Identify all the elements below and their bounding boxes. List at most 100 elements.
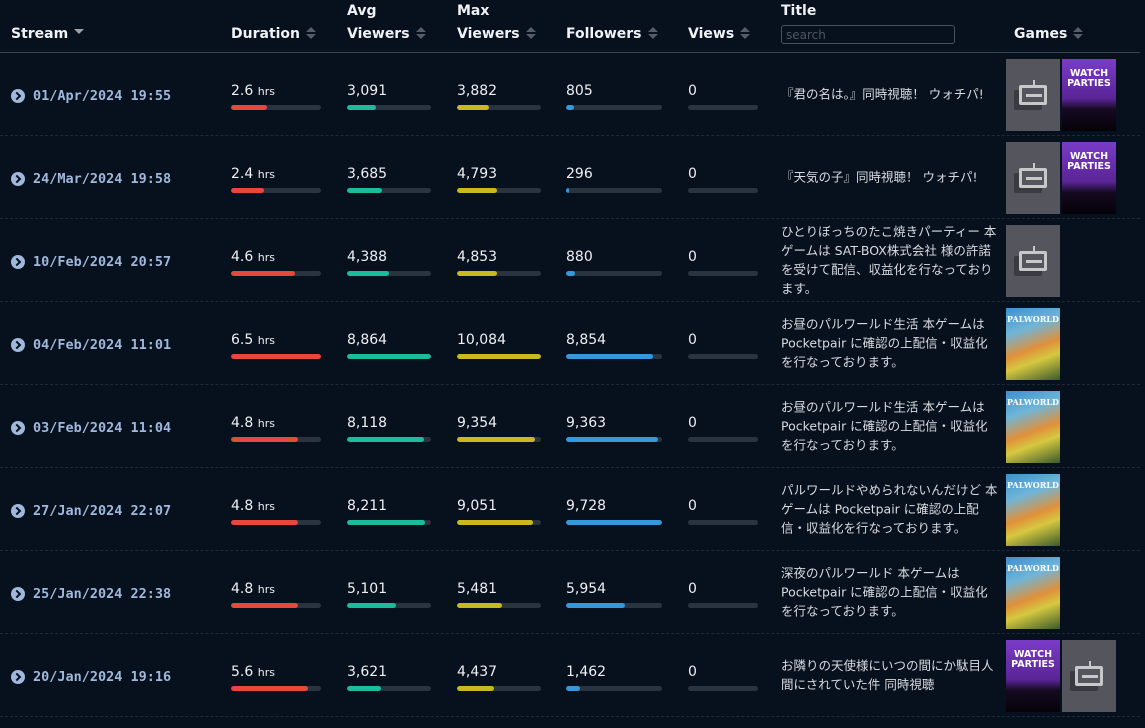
stream-link[interactable]: 20/Jan/2024 19:16 bbox=[11, 669, 171, 685]
views-cell: 0 bbox=[688, 498, 758, 525]
header-avg-viewers[interactable]: Avg Viewers bbox=[347, 0, 426, 46]
avg-bar bbox=[347, 105, 431, 110]
followers-bar-fill bbox=[566, 188, 569, 193]
followers-value: 5,954 bbox=[566, 581, 607, 597]
header-views[interactable]: Views bbox=[688, 23, 751, 46]
views-bar bbox=[688, 437, 758, 442]
stream-link[interactable]: 03/Feb/2024 11:04 bbox=[11, 420, 171, 436]
expand-chevron-icon[interactable] bbox=[11, 338, 25, 352]
max-value: 9,051 bbox=[457, 498, 498, 514]
duration-bar bbox=[231, 271, 321, 276]
duration-unit: hrs bbox=[257, 168, 275, 181]
duration-cell: 6.5 hrs bbox=[231, 332, 321, 359]
header-max-label-1: Max bbox=[457, 3, 490, 19]
games-list: PALWORLD bbox=[1006, 391, 1060, 463]
sort-desc-icon bbox=[74, 29, 85, 39]
gamepad-icon bbox=[1019, 246, 1047, 271]
header-followers[interactable]: Followers bbox=[566, 23, 658, 46]
stream-link[interactable]: 24/Mar/2024 19:58 bbox=[11, 171, 171, 187]
header-stream-label: Stream bbox=[11, 26, 69, 42]
duration-unit: hrs bbox=[257, 583, 275, 596]
expand-chevron-icon[interactable] bbox=[11, 587, 25, 601]
game-watch-parties-thumbnail[interactable]: WATCH PARTIES bbox=[1062, 142, 1116, 214]
max-bar-fill bbox=[457, 603, 503, 608]
header-games[interactable]: Games bbox=[1014, 23, 1084, 46]
max-cell: 5,481 bbox=[457, 581, 541, 608]
expand-chevron-icon[interactable] bbox=[11, 89, 25, 103]
max-cell: 4,793 bbox=[457, 166, 541, 193]
followers-bar-fill bbox=[566, 686, 581, 691]
max-cell: 9,051 bbox=[457, 498, 541, 525]
table-row: 24/Mar/2024 19:58 2.4 hrs 3,685 4,793 296 0 『天… bbox=[0, 136, 1140, 219]
game-palworld-thumbnail[interactable]: PALWORLD bbox=[1006, 391, 1060, 463]
duration-bar-fill bbox=[231, 686, 309, 691]
expand-chevron-icon[interactable] bbox=[11, 255, 25, 269]
watch-parties-logo: WATCH PARTIES bbox=[1067, 68, 1111, 89]
duration-value: 5.6 bbox=[231, 664, 254, 680]
stream-link[interactable]: 04/Feb/2024 11:01 bbox=[11, 337, 171, 353]
duration-value: 4.8 bbox=[231, 498, 254, 514]
avg-bar-fill bbox=[347, 603, 396, 608]
game-palworld-thumbnail[interactable]: PALWORLD bbox=[1006, 474, 1060, 546]
max-bar bbox=[457, 437, 541, 442]
avg-cell: 8,211 bbox=[347, 498, 431, 525]
duration-cell: 4.8 hrs bbox=[231, 498, 321, 525]
views-value: 0 bbox=[688, 83, 697, 99]
expand-chevron-icon[interactable] bbox=[11, 172, 25, 186]
header-duration[interactable]: Duration bbox=[231, 23, 317, 46]
duration-bar-fill bbox=[231, 188, 265, 193]
duration-unit: hrs bbox=[257, 500, 275, 513]
expand-chevron-icon[interactable] bbox=[11, 421, 25, 435]
game-watch-parties-thumbnail[interactable]: WATCH PARTIES bbox=[1006, 640, 1060, 712]
game-palworld-thumbnail[interactable]: PALWORLD bbox=[1006, 308, 1060, 380]
games-list: WATCH PARTIES bbox=[1006, 59, 1116, 131]
views-cell: 0 bbox=[688, 166, 758, 193]
stream-date: 04/Feb/2024 11:01 bbox=[33, 337, 172, 353]
avg-bar bbox=[347, 520, 431, 525]
stream-link[interactable]: 10/Feb/2024 20:57 bbox=[11, 254, 171, 270]
max-value: 9,354 bbox=[457, 415, 498, 431]
avg-cell: 3,621 bbox=[347, 664, 431, 691]
followers-cell: 9,728 bbox=[566, 498, 662, 525]
table-row: 10/Feb/2024 20:57 4.6 hrs 4,388 4,853 880 0 ひと… bbox=[0, 219, 1140, 302]
game-watch-parties-thumbnail[interactable]: WATCH PARTIES bbox=[1062, 59, 1116, 131]
header-max-viewers[interactable]: Max Viewers bbox=[457, 0, 536, 46]
duration-bar-fill bbox=[231, 271, 295, 276]
views-bar bbox=[688, 271, 758, 276]
max-bar-fill bbox=[457, 354, 541, 359]
avg-value: 4,388 bbox=[347, 249, 388, 265]
followers-cell: 805 bbox=[566, 83, 662, 110]
stream-link[interactable]: 01/Apr/2024 19:55 bbox=[11, 88, 171, 104]
avg-cell: 4,388 bbox=[347, 249, 431, 276]
header-stream[interactable]: Stream bbox=[11, 23, 85, 46]
game-placeholder-thumbnail[interactable] bbox=[1006, 225, 1060, 297]
duration-value: 4.8 bbox=[231, 415, 254, 431]
avg-cell: 8,118 bbox=[347, 415, 431, 442]
followers-bar bbox=[566, 354, 662, 359]
game-placeholder-thumbnail[interactable] bbox=[1006, 59, 1060, 131]
title-search-input[interactable] bbox=[781, 25, 955, 44]
avg-cell: 5,101 bbox=[347, 581, 431, 608]
game-placeholder-thumbnail[interactable] bbox=[1006, 142, 1060, 214]
max-value: 4,793 bbox=[457, 166, 498, 182]
avg-bar-fill bbox=[347, 354, 431, 359]
game-palworld-thumbnail[interactable]: PALWORLD bbox=[1006, 557, 1060, 629]
views-cell: 0 bbox=[688, 249, 758, 276]
palworld-logo: PALWORLD bbox=[1007, 314, 1059, 324]
max-bar bbox=[457, 354, 541, 359]
game-placeholder-thumbnail[interactable] bbox=[1062, 640, 1116, 712]
table-row: 27/Jan/2024 22:07 4.8 hrs 8,211 9,051 9,728 0… bbox=[0, 468, 1140, 551]
followers-cell: 8,854 bbox=[566, 332, 662, 359]
views-cell: 0 bbox=[688, 664, 758, 691]
avg-bar-fill bbox=[347, 105, 377, 110]
stream-link[interactable]: 27/Jan/2024 22:07 bbox=[11, 503, 171, 519]
sort-icon bbox=[647, 26, 658, 40]
max-value: 4,853 bbox=[457, 249, 498, 265]
duration-bar-fill bbox=[231, 105, 267, 110]
palworld-logo: PALWORLD bbox=[1007, 480, 1059, 490]
stream-link[interactable]: 25/Jan/2024 22:38 bbox=[11, 586, 171, 602]
avg-bar bbox=[347, 437, 431, 442]
expand-chevron-icon[interactable] bbox=[11, 670, 25, 684]
expand-chevron-icon[interactable] bbox=[11, 504, 25, 518]
avg-value: 8,864 bbox=[347, 332, 388, 348]
